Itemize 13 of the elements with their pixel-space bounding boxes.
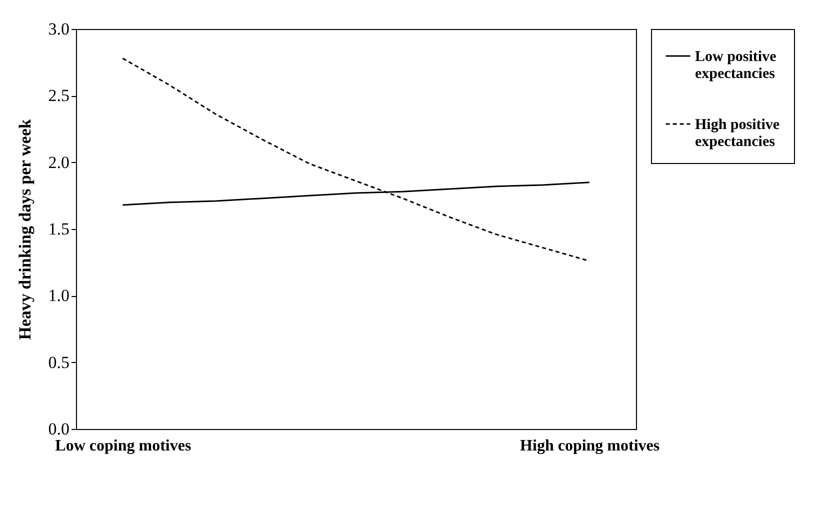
y-tick-label: 1.0 <box>48 286 70 306</box>
y-tick-label: 0.0 <box>48 420 70 438</box>
x-tick-label: Low coping motives <box>55 438 192 454</box>
y-tick-label: 2.5 <box>48 86 70 106</box>
legend-label: Low positive expectancies <box>695 49 777 82</box>
y-axis-title: Heavy drinking days per week <box>15 118 34 340</box>
y-tick-label: 1.5 <box>48 220 70 238</box>
y-tick-label: 3.0 <box>48 20 70 38</box>
y-tick-label: 0.5 <box>48 352 70 372</box>
x-tick-label: High coping motives <box>520 438 660 454</box>
y-tick-label: 2.0 <box>48 152 70 172</box>
line-series <box>122 58 590 262</box>
legend-label: High positive expectancies <box>695 117 780 150</box>
